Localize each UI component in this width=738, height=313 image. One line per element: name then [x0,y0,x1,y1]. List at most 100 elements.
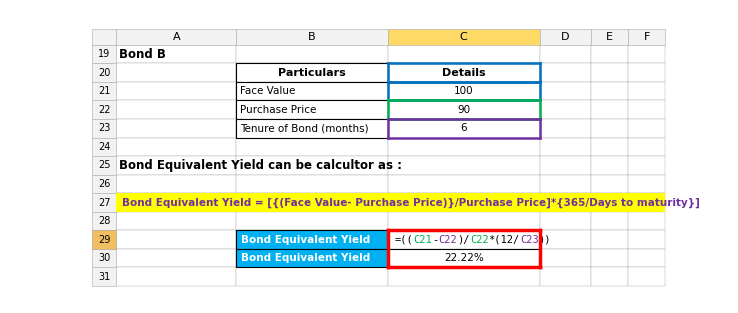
Text: 22: 22 [98,105,111,115]
Bar [628,63,666,82]
Bar [92,45,117,63]
Bar [236,82,388,100]
Bar [236,156,388,175]
Bar [388,212,539,230]
Bar [539,45,591,63]
Bar [628,138,666,156]
Text: Bond Equivalent Yield: Bond Equivalent Yield [241,253,370,263]
Text: 100: 100 [454,86,474,96]
Bar [591,230,628,249]
Bar [628,29,666,45]
Text: -: - [432,235,438,245]
Text: A: A [173,32,180,42]
Bar [236,268,388,286]
Bar [591,119,628,138]
Text: 23: 23 [98,123,111,133]
Bar [628,193,666,212]
Text: 29: 29 [98,235,111,245]
Bar [236,63,388,82]
Bar [236,138,388,156]
Text: Details: Details [442,68,486,78]
Bar [236,45,388,63]
Bar [92,175,117,193]
Bar [591,100,628,119]
Bar [92,82,117,100]
Bar [628,100,666,119]
Bar [92,230,117,249]
Text: 26: 26 [98,179,111,189]
Bar [236,230,388,249]
Text: 20: 20 [98,68,111,78]
Bar [591,82,628,100]
Bar [236,63,388,82]
Bar [388,82,539,100]
Text: C22: C22 [470,235,489,245]
Bar [591,156,628,175]
Bar [236,82,388,100]
Bar [388,230,539,249]
Bar [591,268,628,286]
Bar [117,82,236,100]
Bar [236,119,388,138]
Bar [539,156,591,175]
Text: 31: 31 [98,272,111,282]
Bar [117,45,236,63]
Text: Bond Equivalent Yield can be calcultor as :: Bond Equivalent Yield can be calcultor a… [119,159,402,172]
Bar [388,268,539,286]
Bar [388,230,539,249]
Bar [92,29,117,45]
Bar [591,193,628,212]
Text: 24: 24 [98,142,111,152]
Bar [117,268,236,286]
Bar [117,175,236,193]
Bar [117,249,236,268]
Bar [539,268,591,286]
Bar [236,100,388,119]
Bar [388,249,539,268]
Bar [236,249,388,268]
Bar [388,29,539,45]
Bar [236,212,388,230]
Bar [539,230,591,249]
Text: Tenure of Bond (months): Tenure of Bond (months) [241,123,369,133]
Bar [388,156,539,175]
Bar [117,29,236,45]
Bar [92,119,117,138]
Bar [92,138,117,156]
Bar [539,212,591,230]
Bar [117,63,236,82]
Bar [117,193,236,212]
Bar [591,249,628,268]
Bar [388,100,539,119]
Bar [92,100,117,119]
Bar [236,193,388,212]
Bar [539,175,591,193]
Text: Bond Equivalent Yield = [{(Face Value- Purchase Price)}/Purchase Price]*{365/Day: Bond Equivalent Yield = [{(Face Value- P… [122,198,700,208]
Bar [388,119,539,138]
Bar [92,156,117,175]
Bar [591,138,628,156]
Bar [388,63,539,82]
Text: 28: 28 [98,216,111,226]
Text: 21: 21 [98,86,111,96]
Bar [628,175,666,193]
Bar [628,212,666,230]
Bar [591,45,628,63]
Bar [236,230,388,249]
Bar [92,193,117,212]
Bar [591,29,628,45]
Bar [628,119,666,138]
Text: D: D [561,32,570,42]
Text: 6: 6 [461,123,467,133]
Text: C23: C23 [520,235,539,245]
Text: C21: C21 [413,235,432,245]
Text: C: C [460,32,468,42]
Bar [236,249,388,268]
Text: Purchase Price: Purchase Price [241,105,317,115]
Bar [591,212,628,230]
Bar [117,230,236,249]
Bar [539,249,591,268]
Bar [236,175,388,193]
Bar [117,138,236,156]
Bar [539,63,591,82]
